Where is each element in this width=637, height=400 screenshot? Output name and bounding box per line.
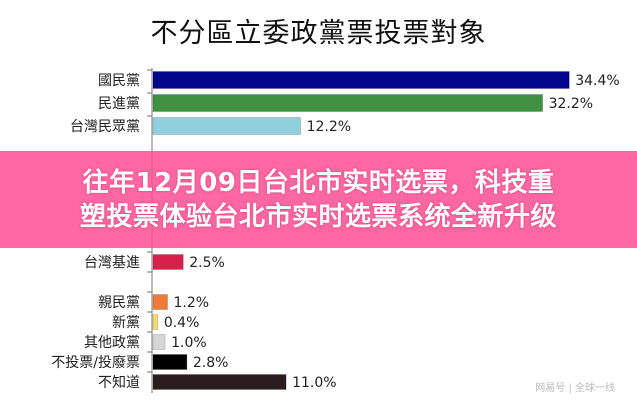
bar bbox=[152, 314, 159, 330]
data-label: 1.2% bbox=[174, 295, 210, 311]
category-label: 民進黨 bbox=[98, 96, 140, 112]
headline-banner: 往年12月09日台北市实时选票，科技重 塑投票体验台北市实时选票系统全新升级 bbox=[0, 151, 637, 248]
category-label: 其他政黨 bbox=[84, 335, 140, 351]
data-label: 2.8% bbox=[193, 355, 229, 371]
category-label: 不投票/投廢票 bbox=[51, 354, 140, 371]
headline-line-1: 往年12月09日台北市实时选票，科技重 bbox=[82, 167, 555, 198]
bar bbox=[152, 374, 287, 390]
category-label: 台灣民眾黨 bbox=[70, 119, 140, 135]
headline-line-2: 塑投票体验台北市实时选票系统全新升级 bbox=[79, 201, 557, 232]
bar bbox=[152, 71, 570, 89]
data-label: 34.4% bbox=[575, 73, 619, 89]
data-label: 2.5% bbox=[189, 255, 225, 271]
chart-title: 不分區立委政黨票投票對象 bbox=[150, 18, 487, 49]
bar bbox=[152, 117, 302, 135]
data-label: 1.0% bbox=[171, 335, 207, 351]
data-label: 12.2% bbox=[307, 119, 351, 135]
category-label: 台灣基進 bbox=[84, 254, 140, 271]
data-label: 11.0% bbox=[292, 375, 336, 391]
category-label: 親民黨 bbox=[98, 295, 140, 311]
data-label: 0.4% bbox=[164, 315, 200, 331]
bar bbox=[152, 254, 184, 270]
watermark: 网易号 | 全球一线 bbox=[535, 383, 615, 394]
category-label: 新黨 bbox=[112, 315, 140, 331]
category-label: 國民黨 bbox=[98, 73, 140, 89]
bar bbox=[152, 294, 169, 310]
bar bbox=[152, 354, 188, 370]
category-label: 不知道 bbox=[98, 374, 140, 391]
bar bbox=[152, 334, 166, 350]
data-label: 32.2% bbox=[549, 96, 593, 112]
bar bbox=[152, 94, 544, 112]
